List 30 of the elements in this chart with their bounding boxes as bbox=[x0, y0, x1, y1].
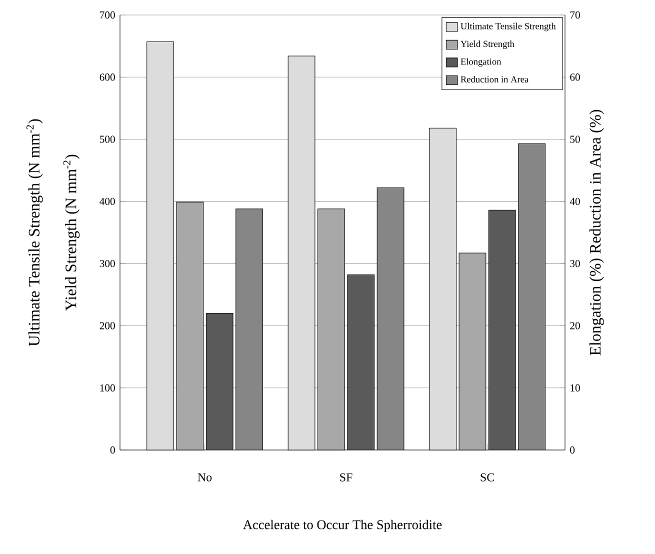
y2-tick-label: 40 bbox=[570, 198, 580, 206]
legend-label: Elongation bbox=[460, 58, 502, 67]
x-tick-label: SF bbox=[340, 473, 352, 482]
y2-tick-label: 50 bbox=[570, 136, 580, 143]
y2-tick-label: 0 bbox=[570, 446, 575, 454]
bar bbox=[518, 143, 546, 450]
legend-label: Ultimate Tensile Strength bbox=[460, 22, 556, 32]
y2-tick-label: 60 bbox=[570, 74, 580, 81]
x-tick-label: No bbox=[198, 473, 212, 482]
text: Ultimate Tensile Strength (N mm$^{-2}$) bbox=[26, 119, 43, 346]
y-tick-label: 100 bbox=[100, 384, 115, 392]
y-tick-label: 400 bbox=[100, 198, 115, 206]
legend-label: Reduction in Area bbox=[460, 76, 528, 83]
x-axis-title: Accelerate to Occur The Spherroidite bbox=[243, 520, 442, 532]
y2-tick-label: 30 bbox=[570, 260, 580, 268]
y-tick-label: 0 bbox=[110, 446, 115, 454]
y-tick-label: 200 bbox=[100, 322, 115, 330]
bar bbox=[377, 188, 404, 450]
y2-tick-label: 10 bbox=[570, 384, 580, 392]
y2-tick-label: 20 bbox=[570, 322, 580, 330]
y2-axis-title: Elongation (%) Reduction in Area (%) bbox=[589, 110, 604, 356]
legend-label: Yield Strength bbox=[460, 40, 514, 49]
y-tick-label: 600 bbox=[100, 74, 115, 81]
y-tick-label: 300 bbox=[100, 260, 115, 268]
y-tick-label: 700 bbox=[100, 11, 115, 19]
bar bbox=[236, 208, 263, 450]
y-axis-title: Yield Strength (N mm$^{-2}$) bbox=[63, 154, 80, 311]
x-tick-label: SC bbox=[480, 473, 494, 482]
y-tick-label: 500 bbox=[100, 136, 115, 143]
y2-tick-label: 70 bbox=[570, 11, 580, 19]
